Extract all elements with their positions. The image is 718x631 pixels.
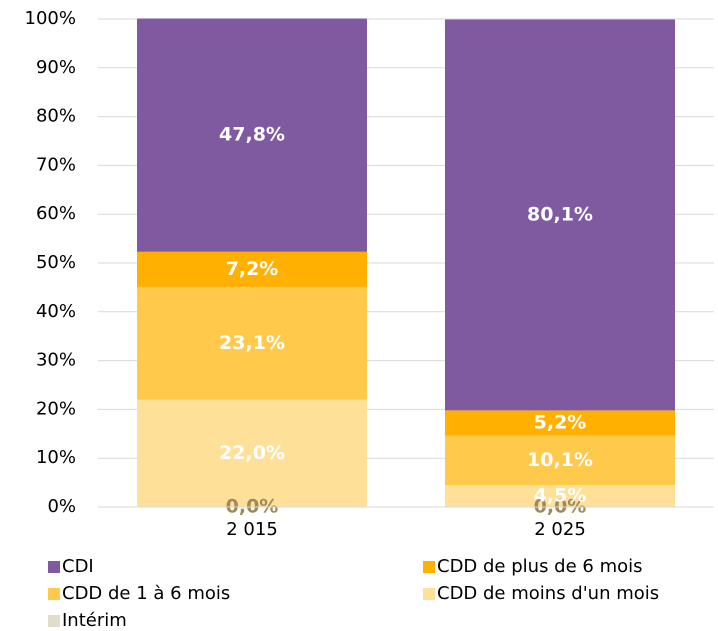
bar-segment	[445, 19, 675, 411]
legend-label: CDI	[62, 556, 94, 577]
legend-swatch	[423, 588, 435, 600]
y-tick-label: 80%	[36, 106, 76, 127]
bar-segment	[137, 251, 367, 287]
data-label: 7,2%	[226, 258, 279, 280]
x-tick-label: 2 025	[534, 519, 586, 540]
y-tick-label: 50%	[36, 252, 76, 273]
data-label: 10,1%	[527, 449, 593, 471]
bar-segment	[445, 485, 675, 507]
legend-label: CDD de plus de 6 mois	[437, 556, 643, 577]
bar-segment	[137, 18, 367, 252]
y-tick-label: 70%	[36, 154, 76, 175]
data-label: 23,1%	[219, 332, 285, 354]
legend-swatch	[48, 615, 60, 627]
bar-segment	[137, 399, 367, 507]
y-tick-label: 20%	[36, 398, 76, 419]
legend-swatch	[48, 588, 60, 600]
y-tick-label: 60%	[36, 203, 76, 224]
legend-label: CDD de moins d'un mois	[437, 583, 659, 604]
legend-label: CDD de 1 à 6 mois	[62, 583, 230, 604]
y-tick-label: 40%	[36, 301, 76, 322]
data-label: 22,0%	[219, 442, 285, 464]
y-tick-label: 100%	[25, 8, 76, 29]
data-label: 47,8%	[219, 124, 285, 146]
legend-swatch	[423, 561, 435, 573]
bar-segment	[137, 286, 367, 400]
legend-swatch	[48, 561, 60, 573]
y-tick-label: 0%	[47, 496, 76, 517]
y-tick-label: 30%	[36, 350, 76, 371]
bar-segment	[445, 435, 675, 486]
legend-label: Intérim	[62, 610, 127, 631]
y-tick-label: 10%	[36, 447, 76, 468]
data-label: 80,1%	[527, 203, 593, 225]
data-label: 4,5%	[534, 485, 587, 507]
y-tick-label: 90%	[36, 57, 76, 78]
x-tick-label: 2 015	[226, 519, 278, 540]
bar-segment	[445, 410, 675, 436]
data-label: 5,2%	[534, 412, 587, 434]
